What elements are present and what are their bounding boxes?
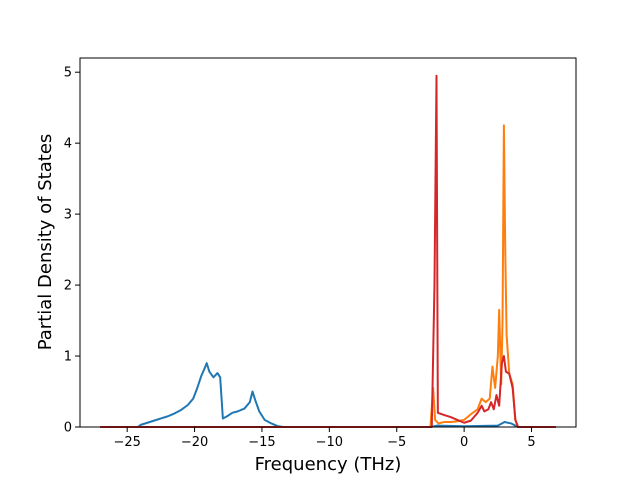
y-axis-ticks: 0 1 2 3 4 5 xyxy=(64,66,80,436)
series-line-2 xyxy=(100,124,556,428)
x-tick-label: −10 xyxy=(316,435,343,450)
y-tick-label: 2 xyxy=(64,279,72,294)
x-axis-title: Frequency (THz) xyxy=(255,454,402,475)
x-tick-label: −20 xyxy=(181,435,208,450)
series-line-1 xyxy=(100,362,556,428)
series-line-3 xyxy=(100,74,556,428)
y-axis-title: Partial Density of States xyxy=(35,134,56,351)
y-tick-label: 3 xyxy=(64,208,72,223)
x-tick-label: 5 xyxy=(527,435,535,450)
y-tick-label: 4 xyxy=(64,137,72,152)
plot-frame xyxy=(79,57,577,428)
x-tick-label: −15 xyxy=(248,435,275,450)
x-axis-ticks: −25 −20 −15 −10 −5 0 5 xyxy=(113,427,536,450)
x-tick-label: −25 xyxy=(113,435,140,450)
y-tick-label: 0 xyxy=(64,421,72,436)
x-tick-label: −5 xyxy=(387,435,406,450)
series-layer xyxy=(100,74,556,428)
y-tick-label: 5 xyxy=(64,66,72,81)
y-tick-label: 1 xyxy=(64,350,72,365)
x-tick-label: 0 xyxy=(460,435,468,450)
